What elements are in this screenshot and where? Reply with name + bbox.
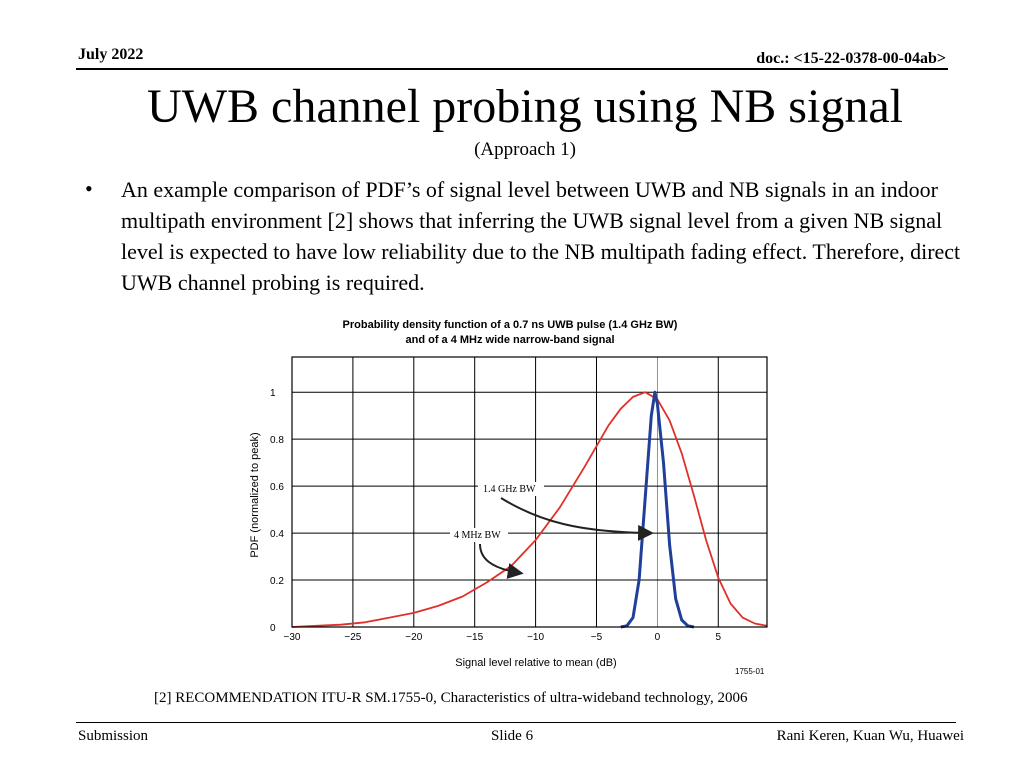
x-tick-label: −25	[344, 632, 361, 643]
bullet-marker: •	[85, 176, 93, 201]
annotation-label-1-4ghz: 1.4 GHz BW	[483, 484, 536, 495]
chart-annotations: 1.4 GHz BW 4 MHz BW	[450, 482, 655, 579]
x-tick-label: −30	[284, 632, 301, 643]
y-tick-label: 0.6	[270, 482, 284, 493]
header-date: July 2022	[78, 46, 144, 63]
footer-authors: Rani Keren, Kuan Wu, Huawei	[776, 728, 964, 744]
series-line-4mhz	[291, 391, 768, 628]
footer-slide-number: Slide 6	[491, 728, 534, 744]
plot-frame	[291, 356, 768, 628]
x-axis-label: Signal level relative to mean (dB)	[455, 657, 616, 669]
reference-note: [2] RECOMMENDATION ITU-R SM.1755-0, Char…	[154, 690, 748, 706]
y-axis-label: PDF (normalized to peak)	[249, 432, 261, 557]
slide-title: UWB channel probing using NB signal	[147, 80, 903, 133]
slide-subtitle: (Approach 1)	[474, 139, 576, 160]
bullet-text: An example comparison of PDF’s of signal…	[121, 177, 961, 295]
annotation-bg	[478, 482, 544, 496]
chart-series	[291, 390, 768, 629]
x-tick-label: −5	[591, 632, 603, 643]
y-tick-label: 0.8	[270, 435, 284, 446]
footer-divider	[76, 722, 956, 723]
pdf-chart: Probability density function of a 0.7 ns…	[240, 310, 800, 680]
y-tick-label: 0.2	[270, 576, 284, 587]
pdf-chart-svg: Probability density function of a 0.7 ns…	[249, 319, 768, 676]
x-tick-label: 0	[655, 632, 661, 643]
figure-number: 1755-01	[735, 667, 765, 676]
x-tick-label: −10	[527, 632, 544, 643]
chart-title: Probability density function of a 0.7 ns…	[343, 319, 678, 331]
chart-subtitle: and of a 4 MHz wide narrow-band signal	[405, 334, 614, 346]
header-doc-id: doc.: <15-22-0378-00-04ab>	[756, 50, 946, 67]
y-tick-label: 1	[270, 388, 276, 399]
y-tick-label: 0	[270, 623, 276, 634]
x-tick-label: −15	[466, 632, 483, 643]
y-tick-label: 0.4	[270, 529, 284, 540]
x-tick-label: −20	[405, 632, 422, 643]
x-tick-label: 5	[716, 632, 722, 643]
annotation-bg	[450, 528, 508, 542]
chart-ticks: −30 −25 −20 −15 −10 −5 0 5 0 0.2 0.4 0.6 0.8 1	[270, 388, 722, 643]
footer-submission: Submission	[78, 728, 149, 744]
annotation-label-4mhz: 4 MHz BW	[454, 530, 501, 541]
annotation-arrow-1-4ghz	[500, 497, 655, 541]
header-divider	[76, 68, 948, 70]
annotation-arrow-4mhz	[479, 543, 524, 579]
series-line-1-4ghz	[620, 390, 695, 629]
